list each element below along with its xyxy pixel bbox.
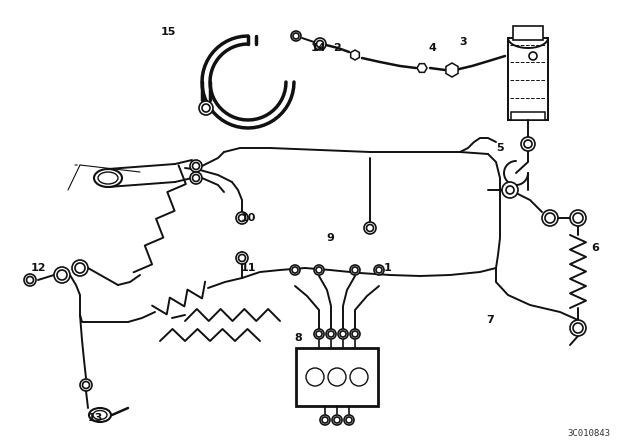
Circle shape [521,137,535,151]
Circle shape [334,417,340,423]
Circle shape [350,368,368,386]
Bar [513,26,543,40]
Circle shape [314,329,324,339]
Circle shape [352,267,358,273]
Circle shape [529,52,537,60]
Circle shape [367,224,374,232]
Text: 1: 1 [384,263,392,273]
Circle shape [506,186,514,194]
Text: 4: 4 [428,43,436,53]
Circle shape [338,329,348,339]
Ellipse shape [89,408,111,422]
Text: 8: 8 [294,333,302,343]
Polygon shape [417,64,427,72]
Circle shape [364,222,376,234]
Circle shape [502,182,518,198]
Circle shape [57,270,67,280]
Circle shape [72,260,88,276]
Circle shape [239,254,246,262]
Circle shape [239,215,246,221]
Circle shape [316,331,322,337]
Text: 13: 13 [87,413,102,423]
Circle shape [190,160,202,172]
Circle shape [314,38,326,50]
Text: 3: 3 [459,37,467,47]
Circle shape [290,265,300,275]
Circle shape [190,172,202,184]
Text: 5: 5 [496,143,504,153]
Polygon shape [351,50,359,60]
Circle shape [570,210,586,226]
Text: 10: 10 [240,213,256,223]
Circle shape [545,213,555,223]
Circle shape [346,417,352,423]
Circle shape [54,267,70,283]
Polygon shape [446,63,458,77]
Bar [508,38,548,120]
Text: 12: 12 [30,263,45,273]
Text: 14: 14 [310,43,326,53]
Text: 9: 9 [326,233,334,243]
Circle shape [316,267,322,273]
Circle shape [292,267,298,273]
Circle shape [293,33,299,39]
Circle shape [202,104,210,112]
Circle shape [236,212,248,224]
Circle shape [350,265,360,275]
Circle shape [352,331,358,337]
Circle shape [328,368,346,386]
Bar [511,112,545,120]
Text: 11: 11 [240,263,256,273]
Circle shape [322,417,328,423]
Circle shape [340,331,346,337]
Circle shape [328,331,334,337]
Text: 6: 6 [591,243,599,253]
Circle shape [344,415,354,425]
Text: 7: 7 [486,315,494,325]
Text: 3C010843: 3C010843 [567,429,610,438]
Circle shape [314,265,324,275]
Circle shape [236,252,248,264]
Circle shape [570,320,586,336]
Circle shape [320,415,330,425]
Circle shape [306,368,324,386]
Circle shape [374,265,384,275]
Circle shape [350,329,360,339]
Ellipse shape [93,410,107,419]
Circle shape [193,163,200,169]
Circle shape [83,382,90,388]
Circle shape [199,101,213,115]
Circle shape [573,213,583,223]
Circle shape [75,263,85,273]
Circle shape [24,274,36,286]
Circle shape [326,329,336,339]
Ellipse shape [98,172,118,184]
Circle shape [317,40,323,47]
Circle shape [573,323,583,333]
Text: 15: 15 [160,27,176,37]
Ellipse shape [94,169,122,187]
Text: 2: 2 [333,43,341,53]
Circle shape [376,267,382,273]
Circle shape [26,276,33,284]
Circle shape [332,415,342,425]
Circle shape [193,175,200,181]
Circle shape [291,31,301,41]
Circle shape [80,379,92,391]
Bar [296,348,378,406]
Circle shape [524,140,532,148]
Circle shape [542,210,558,226]
